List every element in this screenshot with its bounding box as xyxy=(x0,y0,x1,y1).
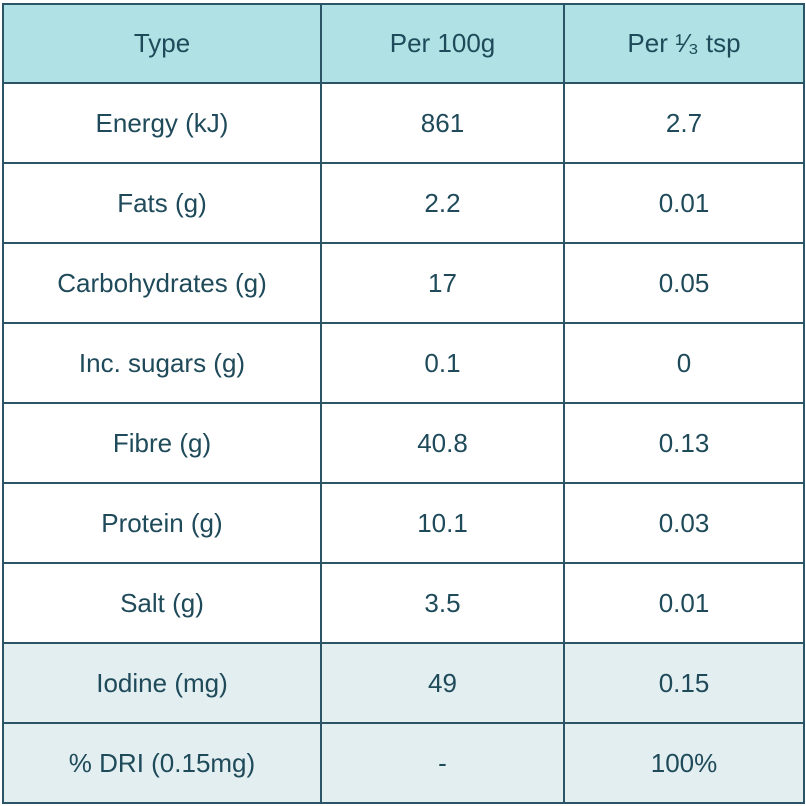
row-per-100g: 17 xyxy=(320,242,565,324)
table-row-highlighted: Iodine (mg) 49 0.15 xyxy=(2,642,805,724)
nutrition-table: Type Per 100g Per ¹⁄₃ tsp Energy (kJ) 86… xyxy=(2,3,805,804)
row-per-third-tsp: 100% xyxy=(563,722,805,804)
row-per-third-tsp: 0 xyxy=(563,322,805,404)
row-per-100g: 861 xyxy=(320,82,565,164)
row-per-third-tsp: 0.03 xyxy=(563,482,805,564)
row-per-100g: 0.1 xyxy=(320,322,565,404)
header-row: Type Per 100g Per ¹⁄₃ tsp xyxy=(2,3,805,84)
row-per-100g: 49 xyxy=(320,642,565,724)
row-type: Protein (g) xyxy=(2,482,322,564)
table-row: Energy (kJ) 861 2.7 xyxy=(2,82,805,164)
header-per-third-tsp: Per ¹⁄₃ tsp xyxy=(563,3,805,84)
table-row-highlighted: % DRI (0.15mg) - 100% xyxy=(2,722,805,804)
row-type: Carbohydrates (g) xyxy=(2,242,322,324)
row-per-100g: 3.5 xyxy=(320,562,565,644)
row-per-third-tsp: 0.01 xyxy=(563,162,805,244)
row-type: % DRI (0.15mg) xyxy=(2,722,322,804)
table-row: Protein (g) 10.1 0.03 xyxy=(2,482,805,564)
table-header: Type Per 100g Per ¹⁄₃ tsp xyxy=(2,3,805,84)
row-type: Inc. sugars (g) xyxy=(2,322,322,404)
row-type: Fibre (g) xyxy=(2,402,322,484)
row-type: Fats (g) xyxy=(2,162,322,244)
row-type: Salt (g) xyxy=(2,562,322,644)
header-per-100g: Per 100g xyxy=(320,3,565,84)
table-row: Carbohydrates (g) 17 0.05 xyxy=(2,242,805,324)
row-type: Energy (kJ) xyxy=(2,82,322,164)
table-body: Energy (kJ) 861 2.7 Fats (g) 2.2 0.01 Ca… xyxy=(2,82,805,804)
row-per-third-tsp: 0.01 xyxy=(563,562,805,644)
row-per-100g: - xyxy=(320,722,565,804)
row-per-third-tsp: 0.05 xyxy=(563,242,805,324)
row-per-third-tsp: 0.15 xyxy=(563,642,805,724)
table-row: Fats (g) 2.2 0.01 xyxy=(2,162,805,244)
row-per-100g: 10.1 xyxy=(320,482,565,564)
row-per-100g: 40.8 xyxy=(320,402,565,484)
row-per-100g: 2.2 xyxy=(320,162,565,244)
table-row: Fibre (g) 40.8 0.13 xyxy=(2,402,805,484)
row-per-third-tsp: 2.7 xyxy=(563,82,805,164)
header-type: Type xyxy=(2,3,322,84)
row-per-third-tsp: 0.13 xyxy=(563,402,805,484)
table-row: Inc. sugars (g) 0.1 0 xyxy=(2,322,805,404)
row-type: Iodine (mg) xyxy=(2,642,322,724)
table-row: Salt (g) 3.5 0.01 xyxy=(2,562,805,644)
